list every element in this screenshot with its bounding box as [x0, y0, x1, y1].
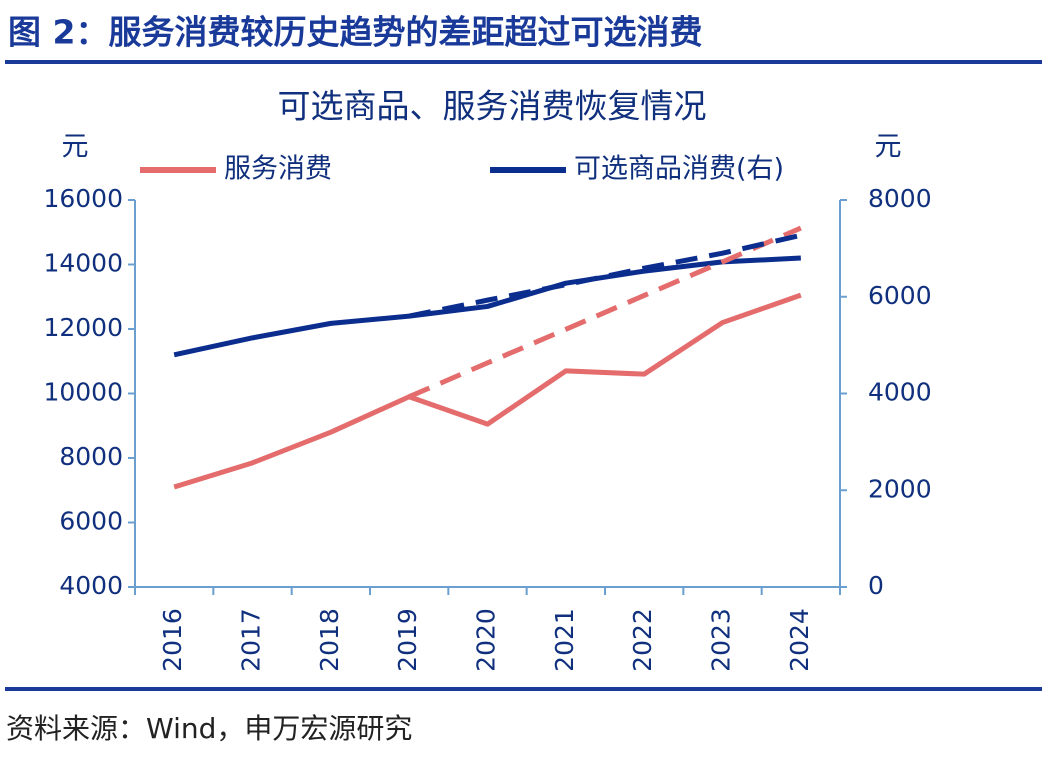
figure-title: 图 2：服务消费较历史趋势的差距超过可选消费 — [8, 13, 702, 52]
y2-axis-label: 元 — [875, 132, 902, 163]
header-rule — [5, 60, 1042, 64]
y2-tick-label: 0 — [868, 571, 884, 600]
y2-tick-label: 6000 — [868, 281, 932, 310]
footer-rule — [5, 687, 1042, 691]
x-tick-label: 2016 — [158, 608, 187, 672]
x-tick-label: 2018 — [315, 608, 344, 672]
y-tick-label: 10000 — [43, 378, 123, 407]
x-tick-label: 2024 — [785, 608, 814, 672]
y-tick-label: 14000 — [43, 249, 123, 278]
y-tick-label: 4000 — [59, 571, 123, 600]
legend-label: 可选商品消费(右) — [574, 154, 784, 185]
x-tick-label: 2017 — [237, 608, 266, 672]
series-line — [173, 292, 802, 490]
source: 资料来源：Wind，申万宏源研究 — [6, 712, 412, 745]
x-tick-label: 2022 — [628, 608, 657, 672]
y-tick-label: 16000 — [43, 184, 123, 213]
y-tick-label: 6000 — [59, 507, 123, 536]
y2-tick-label: 4000 — [868, 378, 932, 407]
y2-tick-label: 8000 — [868, 184, 932, 213]
x-tick-label: 2020 — [472, 608, 501, 672]
x-tick-label: 2019 — [393, 608, 422, 672]
y-tick-label: 8000 — [59, 442, 123, 471]
y-axis-label: 元 — [62, 132, 89, 163]
chart-title: 可选商品、服务消费恢复情况 — [278, 87, 707, 126]
y-tick-label: 12000 — [43, 313, 123, 342]
y2-tick-label: 2000 — [868, 474, 932, 503]
x-tick-label: 2021 — [550, 608, 579, 672]
trend-line — [408, 225, 802, 400]
series-line — [173, 255, 801, 358]
legend-label: 服务消费 — [224, 154, 332, 185]
x-tick-label: 2023 — [707, 608, 736, 672]
